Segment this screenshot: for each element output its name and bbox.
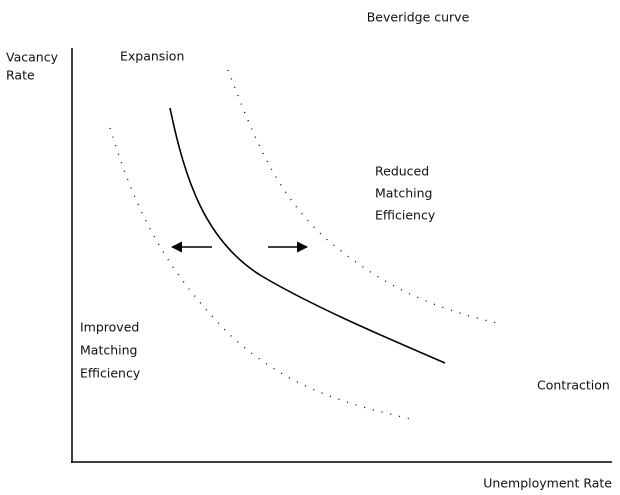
dotted-curve	[109, 127, 416, 421]
x-axis-label: Unemployment Rate	[483, 476, 612, 491]
curve-label: Reduced	[375, 164, 429, 179]
curve-label: Improved	[80, 320, 139, 335]
title: Beveridge curve	[367, 10, 470, 25]
curve-label: Efficiency	[375, 208, 436, 223]
curve-label: Matching	[375, 186, 432, 201]
curve-label: Matching	[80, 343, 137, 358]
beveridge-curve	[169, 107, 446, 364]
y-axis-label: Vacancy	[6, 50, 59, 65]
dotted-curve	[227, 69, 498, 324]
curve-label: Efficiency	[80, 366, 141, 381]
y-axis-label: Rate	[6, 68, 35, 83]
region-label: Contraction	[537, 378, 610, 393]
region-label: Expansion	[120, 49, 184, 64]
